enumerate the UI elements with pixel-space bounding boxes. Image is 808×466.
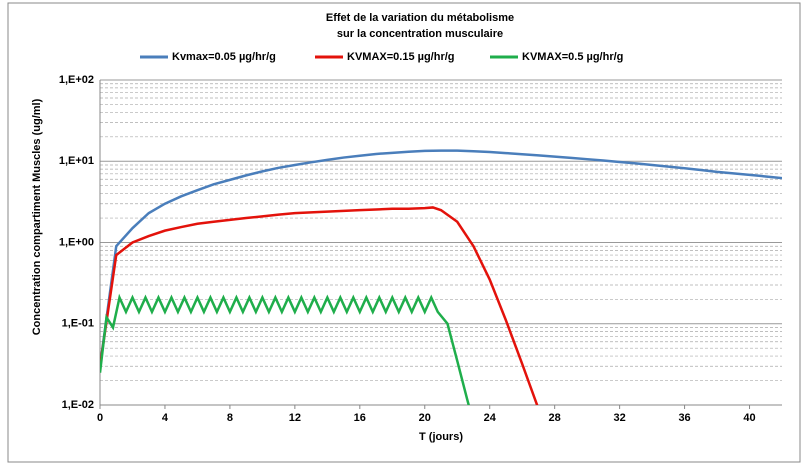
x-tick-label: 12 bbox=[289, 412, 301, 424]
x-tick-label: 32 bbox=[613, 412, 625, 424]
chart-frame bbox=[7, 2, 801, 463]
legend-label: KVMAX=0.5 µg/hr/g bbox=[522, 51, 623, 63]
plot-lines bbox=[100, 149, 782, 405]
x-axis-title: T (jours) bbox=[419, 431, 463, 443]
chart-title: Effet de la variation du métabolisme bbox=[326, 12, 514, 24]
x-tick-label: 28 bbox=[549, 412, 561, 424]
y-tick-label: 1,E-01 bbox=[62, 318, 94, 330]
series-line bbox=[100, 293, 470, 405]
y-axis-title: Concentration compartiment Muscles (ug/m… bbox=[31, 98, 43, 335]
x-tick-label: 0 bbox=[97, 412, 103, 424]
x-tick-label: 4 bbox=[162, 412, 169, 424]
legend-label: KVMAX=0.15 µg/hr/g bbox=[347, 51, 455, 63]
x-tick-label: 24 bbox=[484, 412, 497, 424]
x-tick-label: 36 bbox=[678, 412, 690, 424]
x-tick-label: 20 bbox=[419, 412, 431, 424]
y-tick-label: 1,E+00 bbox=[59, 236, 94, 248]
x-tick-label: 40 bbox=[743, 412, 755, 424]
chart-subtitle: sur la concentration musculaire bbox=[337, 28, 503, 40]
x-tick-label: 16 bbox=[354, 412, 366, 424]
y-tick-label: 1,E-02 bbox=[62, 399, 94, 411]
series-line bbox=[100, 206, 539, 405]
y-tick-label: 1,E+02 bbox=[59, 74, 94, 86]
x-tick-label: 8 bbox=[227, 412, 233, 424]
legend-label: Kvmax=0.05 µg/hr/g bbox=[172, 51, 276, 63]
series-line bbox=[100, 149, 782, 367]
y-tick-label: 1,E+01 bbox=[59, 155, 94, 167]
